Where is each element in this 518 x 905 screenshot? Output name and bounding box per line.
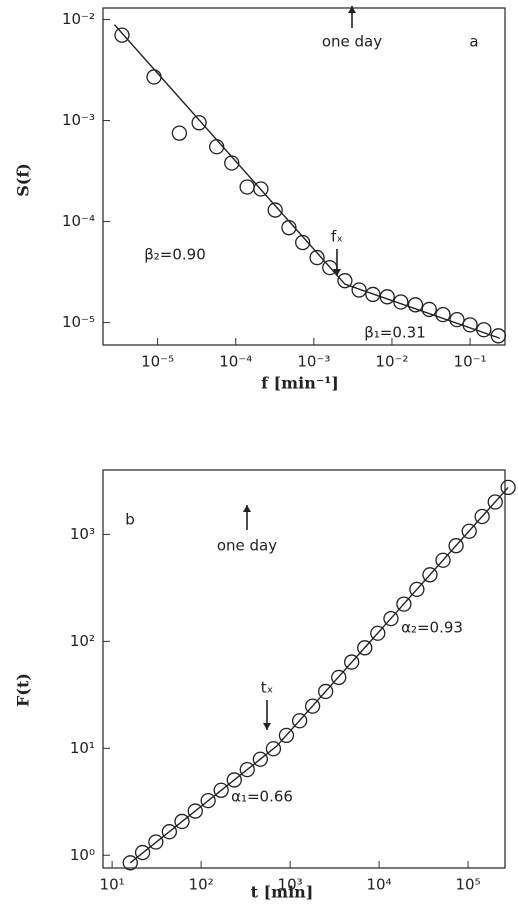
x-tick-label: 10⁻³ bbox=[297, 353, 330, 371]
y-tick-label: 10⁰ bbox=[70, 846, 95, 864]
x-tick-label: 10⁻¹ bbox=[454, 353, 487, 371]
data-point bbox=[344, 654, 360, 670]
data-point bbox=[309, 249, 325, 266]
data-point bbox=[187, 803, 203, 819]
annotation: α₁=0.66 bbox=[231, 788, 293, 806]
data-point bbox=[114, 27, 130, 43]
x-tick-label: 10⁴ bbox=[367, 876, 392, 894]
data-point bbox=[421, 301, 437, 318]
x-tick-label: 10⁻² bbox=[375, 353, 408, 371]
data-point bbox=[134, 844, 151, 861]
x-tick-label: 10⁻⁴ bbox=[219, 353, 252, 371]
panel-b-frame bbox=[102, 469, 506, 869]
data-point bbox=[171, 125, 188, 141]
annotation: one day bbox=[322, 33, 382, 51]
arrow-head bbox=[333, 269, 341, 276]
y-tick-label: 10³ bbox=[70, 525, 95, 543]
data-point bbox=[461, 523, 477, 539]
fit-line bbox=[113, 24, 501, 339]
data-point bbox=[396, 596, 412, 612]
data-point bbox=[239, 761, 255, 778]
y-tick-label: 10⁻⁵ bbox=[62, 313, 95, 331]
y-tick-label: 10⁻⁴ bbox=[62, 212, 95, 230]
fit-line bbox=[129, 486, 509, 864]
data-point bbox=[370, 625, 386, 641]
x-tick-label: 10¹ bbox=[100, 876, 125, 894]
data-point bbox=[435, 306, 451, 323]
annotation: β₁=0.31 bbox=[364, 324, 426, 342]
data-point bbox=[383, 611, 399, 627]
annotation: fₓ bbox=[331, 228, 343, 246]
arrow-head bbox=[243, 505, 251, 512]
data-point bbox=[318, 683, 334, 700]
data-point bbox=[409, 581, 425, 598]
data-point bbox=[365, 286, 381, 303]
y-tick-label: 10² bbox=[70, 632, 95, 650]
data-point bbox=[252, 751, 268, 767]
x-tick-label: 10³ bbox=[278, 876, 303, 894]
data-point bbox=[148, 834, 164, 850]
data-point bbox=[191, 115, 207, 131]
data-point bbox=[448, 538, 464, 554]
y-axis-label: S(f) bbox=[14, 163, 33, 197]
x-tick-label: 10² bbox=[189, 876, 214, 894]
data-point bbox=[357, 640, 373, 656]
data-point bbox=[474, 508, 490, 525]
annotation: one day bbox=[217, 537, 277, 555]
data-point bbox=[337, 273, 353, 289]
x-axis-label: t [min] bbox=[251, 883, 314, 902]
data-point bbox=[291, 713, 308, 729]
x-axis-label: f [min⁻¹] bbox=[261, 374, 339, 393]
data-point bbox=[351, 282, 367, 298]
annotation: tₓ bbox=[261, 679, 274, 697]
arrow-head bbox=[263, 723, 271, 730]
data-point bbox=[239, 179, 255, 195]
data-point bbox=[407, 297, 424, 313]
data-point bbox=[200, 792, 216, 809]
data-point bbox=[422, 567, 438, 583]
data-point bbox=[304, 698, 321, 714]
y-tick-label: 10⁻² bbox=[62, 10, 95, 28]
y-tick-label: 10¹ bbox=[70, 739, 95, 757]
data-point bbox=[265, 741, 282, 757]
y-axis-label: F(t) bbox=[14, 673, 33, 707]
data-point bbox=[487, 494, 503, 510]
annotation: a bbox=[469, 33, 478, 51]
annotation: α₂=0.93 bbox=[401, 619, 463, 637]
y-tick-label: 10⁻³ bbox=[62, 111, 95, 129]
data-point bbox=[500, 479, 516, 496]
annotation: β₂=0.90 bbox=[144, 246, 206, 264]
x-tick-label: 10⁻⁵ bbox=[141, 353, 174, 371]
data-point bbox=[226, 772, 242, 788]
data-point bbox=[278, 727, 295, 744]
x-tick-label: 10⁵ bbox=[456, 876, 481, 894]
data-point bbox=[122, 855, 138, 871]
data-point bbox=[253, 181, 269, 197]
arrow-head bbox=[348, 6, 356, 13]
data-point bbox=[331, 669, 347, 686]
data-point bbox=[174, 813, 190, 830]
panel-a-frame bbox=[102, 7, 506, 346]
data-point bbox=[435, 552, 451, 568]
data-point bbox=[213, 782, 229, 798]
data-point bbox=[267, 202, 283, 218]
data-point bbox=[161, 824, 178, 840]
annotation: b bbox=[125, 511, 135, 529]
data-point bbox=[208, 139, 225, 155]
data-point bbox=[295, 234, 311, 251]
data-point bbox=[146, 69, 162, 85]
data-point bbox=[449, 311, 465, 328]
